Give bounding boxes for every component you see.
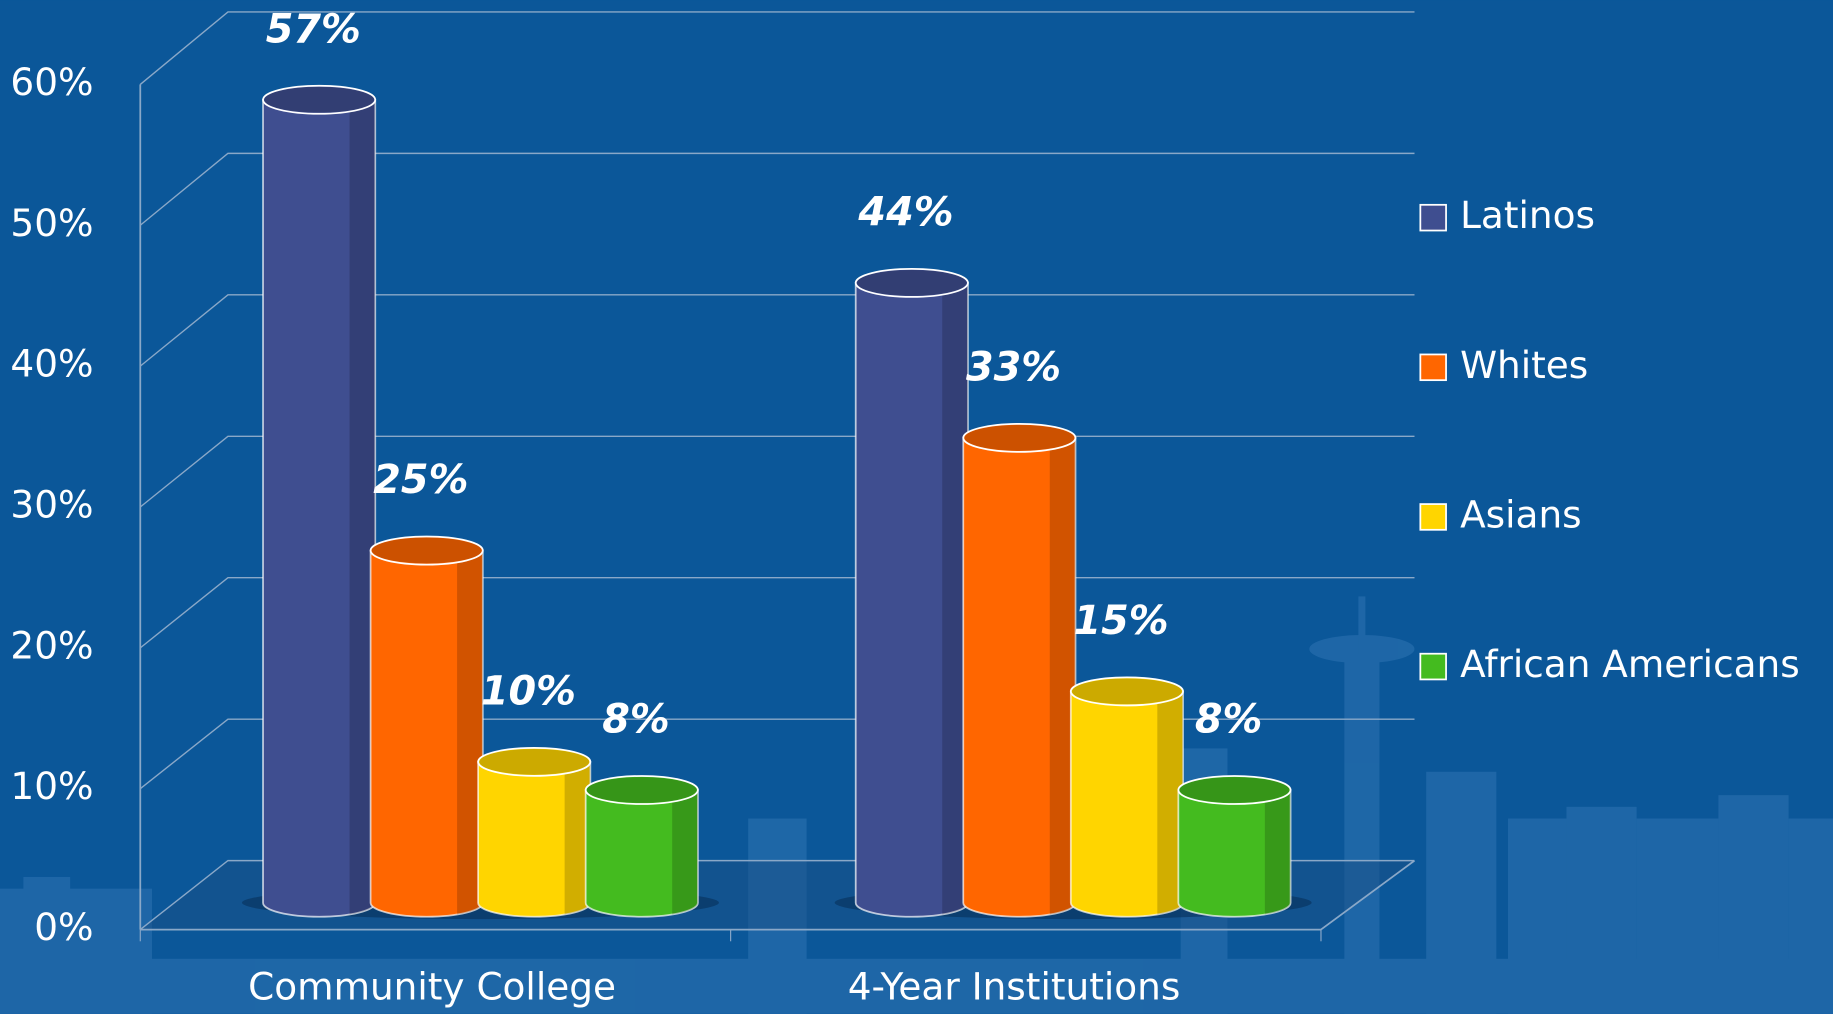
legend-label: Asians xyxy=(1460,492,1582,536)
y-tick-label: 50% xyxy=(10,201,93,245)
bar-top xyxy=(369,535,484,566)
value-label: 8% xyxy=(1195,697,1262,743)
y-tick-label: 30% xyxy=(10,482,93,526)
value-label: 15% xyxy=(1074,598,1169,644)
bar-top xyxy=(962,422,1077,453)
bar-top xyxy=(262,84,377,115)
bar-top xyxy=(477,746,592,777)
value-label: 25% xyxy=(373,457,468,503)
value-label: 10% xyxy=(481,669,576,715)
bar xyxy=(584,789,699,918)
grid-line xyxy=(139,152,1415,226)
bar-shade xyxy=(1157,691,1184,915)
bar-top-shade xyxy=(964,424,1075,451)
bar-shade xyxy=(457,550,483,915)
y-tick-label: 40% xyxy=(10,342,93,386)
legend-swatch xyxy=(1419,652,1447,681)
bar-shade xyxy=(1264,790,1291,915)
y-tick-label: 10% xyxy=(10,764,93,808)
x-tick-label: 4-Year Institutions xyxy=(848,965,1181,1009)
legend-swatch xyxy=(1419,353,1447,382)
bar-top-shade xyxy=(1179,777,1290,803)
y-tick-label: 60% xyxy=(10,60,93,104)
bar-top-shade xyxy=(479,748,590,775)
legend-label: Latinos xyxy=(1460,193,1595,237)
bar-top xyxy=(584,775,699,805)
bar-top-shade xyxy=(1071,678,1182,705)
bar-shade xyxy=(564,761,591,915)
bar-shade xyxy=(672,790,698,915)
bar xyxy=(1177,789,1292,918)
legend-label: African Americans xyxy=(1460,642,1800,686)
legend-label: Whites xyxy=(1460,343,1588,387)
bar-top xyxy=(1069,676,1184,707)
value-label: 33% xyxy=(966,345,1061,391)
y-tick-label: 0% xyxy=(34,905,93,949)
value-label: 8% xyxy=(602,697,669,743)
bar-top-shade xyxy=(371,537,482,564)
value-label: 44% xyxy=(857,190,953,236)
y-tick-label: 20% xyxy=(10,623,93,667)
legend-swatch xyxy=(1419,503,1447,531)
bar-top xyxy=(1177,775,1292,805)
bar-shade xyxy=(1049,437,1076,915)
grid-line xyxy=(139,11,1415,85)
legend-swatch xyxy=(1419,203,1447,232)
x-tick-label: Community College xyxy=(248,965,616,1009)
bar-shade xyxy=(942,282,968,915)
grid-line xyxy=(139,294,1415,367)
bar-top-shade xyxy=(856,270,967,296)
bar-top-shade xyxy=(586,777,697,803)
floor-side xyxy=(1320,859,1416,931)
bar-top-shade xyxy=(264,86,375,113)
value-label: 57% xyxy=(266,6,361,52)
bar-top xyxy=(854,267,969,298)
bar-shade xyxy=(349,99,376,915)
